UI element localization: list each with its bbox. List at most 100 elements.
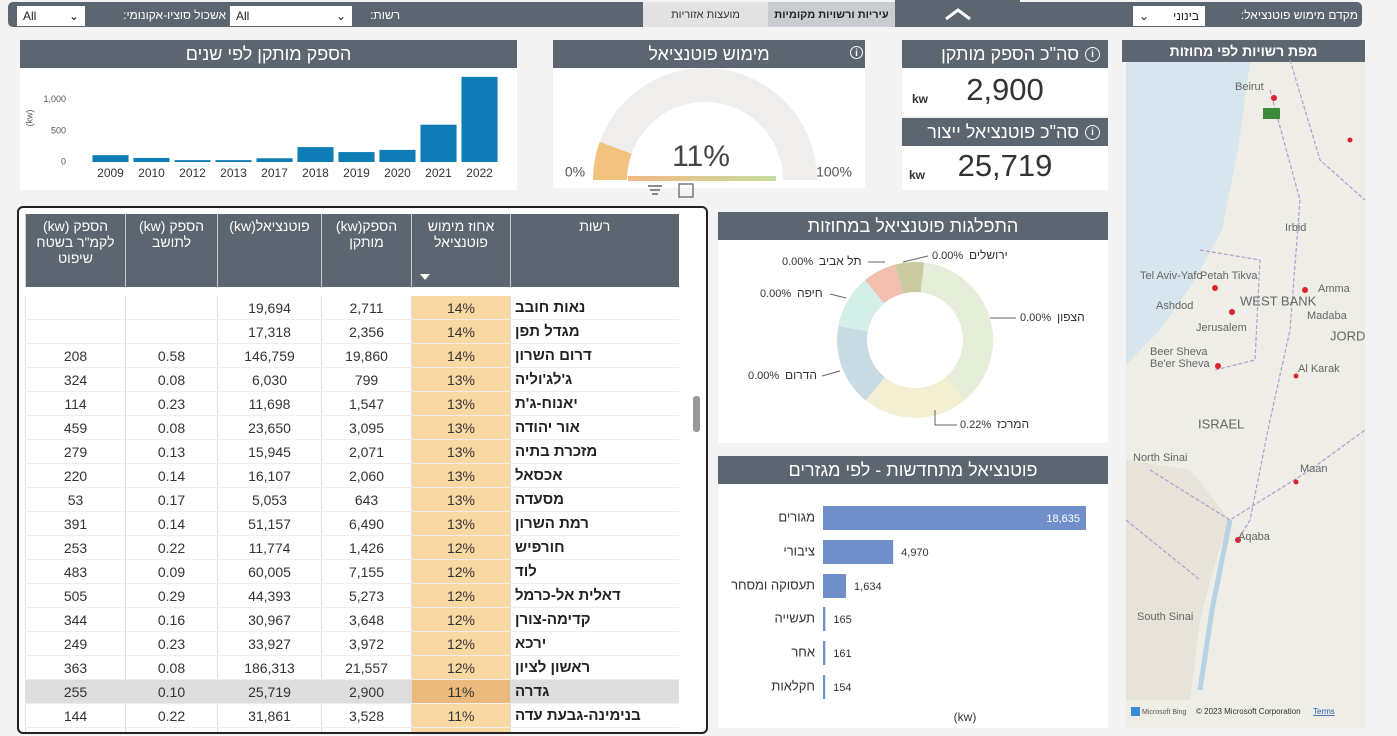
cell: 13% [411, 439, 511, 464]
cell: 505 [25, 583, 126, 608]
card-header: i סה"כ פוטנציאל ייצור [902, 118, 1108, 146]
cell: 255 [25, 679, 126, 704]
card-value: 25,719 [957, 148, 1053, 183]
table-row[interactable]: גדרה 11% 2,900 25,719 0.10 255 [25, 679, 679, 704]
cell: 30,967 [217, 607, 322, 632]
table-row[interactable]: דאלית אל-כרמל 12% 5,273 44,393 0.29 505 [25, 583, 679, 608]
table-row[interactable]: לוד 12% 7,155 60,005 0.09 483 [25, 559, 679, 584]
cell: 19,694 [217, 296, 322, 320]
cell: 17,318 [217, 319, 322, 344]
cell: 144 [25, 703, 126, 728]
cell: 0.23 [125, 391, 218, 416]
map-label: Madaba [1307, 310, 1348, 322]
table-row[interactable]: נאות חובב 14% 2,711 19,694 [25, 296, 679, 320]
data-table: רשות אחוז מימוש פוטנציאל הספק(kw) מותקן פוט… [25, 214, 679, 732]
map-label: Ashdod [1156, 300, 1193, 312]
table-row[interactable]: אור יהודה 13% 3,095 23,650 0.08 459 [25, 415, 679, 440]
row-name: גדרה [510, 679, 679, 704]
info-icon[interactable]: i [1085, 46, 1100, 62]
cell: 391 [25, 511, 126, 536]
cell: 0.07 [125, 727, 218, 732]
table-row[interactable]: אכסאל 13% 2,060 16,107 0.14 220 [25, 463, 679, 488]
table-row[interactable]: מגדל תפן 14% 2,356 17,318 [25, 319, 679, 344]
cell: 2,900 [321, 679, 412, 704]
map-gulf [1197, 519, 1233, 691]
map-land [1126, 62, 1365, 728]
cell: 15,945 [217, 439, 322, 464]
cell [25, 296, 126, 320]
cell: 2,711 [321, 296, 412, 320]
map-label: Amma [1318, 283, 1351, 295]
tab[interactable]: מועצות אזוריות [643, 2, 768, 27]
cell [25, 319, 126, 344]
cell: 6,030 [217, 367, 322, 392]
column-header[interactable]: רשות [510, 214, 679, 287]
cell: 12% [411, 655, 511, 680]
map-brand: Microsoft Bing [1142, 709, 1186, 716]
cell: 799 [321, 367, 412, 392]
socio-dropdown[interactable]: All ⌄ [17, 6, 85, 26]
table-row[interactable]: ג'לג'וליה 13% 799 6,030 0.08 324 [25, 367, 679, 392]
column-header[interactable]: הספק (kw) לקמ"ר בשטח שיפוט [25, 214, 126, 287]
cell: 114 [25, 391, 126, 416]
chevron: ⌄ [1139, 9, 1150, 23]
cell: 51,157 [217, 511, 322, 536]
authority-dropdown[interactable]: All ⌄ [230, 6, 352, 26]
row-name: דרום השרון [510, 343, 679, 368]
row-name: בנימינה-גבעת עדה [510, 703, 679, 728]
table-row[interactable]: קדימה-צורן 12% 3,648 30,967 0.16 344 [25, 607, 679, 632]
map-label: North Sinai [1133, 452, 1187, 464]
info-icon[interactable]: i [1085, 124, 1100, 140]
sort-indicator [420, 274, 430, 285]
cell: 33,927 [217, 631, 322, 656]
table-row[interactable]: רמת השרון 13% 6,490 51,157 0.14 391 [25, 511, 679, 536]
map-label: Irbid [1285, 222, 1306, 234]
cell: 0.14 [125, 511, 218, 536]
rank-dropdown[interactable]: בינוני ⌄ [1133, 6, 1205, 26]
tab[interactable]: עיריות ורשויות מקומיות [768, 2, 895, 27]
cell: 3,648 [321, 607, 412, 632]
cell: 2,060 [321, 463, 412, 488]
row-name: ראשון לציון [510, 655, 679, 680]
cell: 253 [25, 535, 126, 560]
column-header[interactable]: הספק (kw) לתושב [125, 214, 218, 287]
row-name: אור יהודה [510, 415, 679, 440]
column-header[interactable]: אחוז מימוש פוטנציאל [411, 214, 511, 287]
cell: 7,155 [321, 559, 412, 584]
cell: 186,313 [217, 655, 322, 680]
scrollbar[interactable] [693, 396, 700, 432]
cell: 21,557 [321, 655, 412, 680]
cell: 12% [411, 607, 511, 632]
map-label: Petah Tikva [1200, 270, 1258, 282]
cell: 14% [411, 319, 511, 344]
table-row[interactable]: מזכרת בתיה 13% 2,071 15,945 0.13 279 [25, 439, 679, 464]
table-row[interactable]: ראשון לציון 12% 21,557 186,313 0.08 363 [25, 655, 679, 680]
column-header[interactable]: פוטנציאל(kw) [217, 214, 322, 287]
cell: 12% [411, 535, 511, 560]
row-name: חורפיש [510, 535, 679, 560]
map-terms[interactable]: Terms [1313, 707, 1335, 716]
table-row[interactable]: חורפיש 12% 1,426 11,774 0.22 253 [25, 535, 679, 560]
table-row[interactable]: דרום השרון 14% 19,860 146,759 0.58 208 [25, 343, 679, 368]
card [902, 146, 1108, 190]
table-row[interactable]: ירכא 12% 3,972 33,927 0.23 249 [25, 631, 679, 656]
table-row[interactable]: יאנוח-ג'ת 13% 1,547 11,698 0.23 114 [25, 391, 679, 416]
cell: 11,698 [217, 391, 322, 416]
cell: 60,005 [217, 559, 322, 584]
table-row[interactable]: בנימינה-גבעת עדה 11% 3,528 31,861 0.22 144 [25, 703, 679, 728]
info-icon[interactable]: i [850, 46, 863, 59]
table-row[interactable]: רכסים11%9888,9460.07297 [25, 727, 679, 732]
cell: 0.08 [125, 367, 218, 392]
panel [553, 68, 865, 188]
cell: 0.23 [125, 631, 218, 656]
row-name: ירכא [510, 631, 679, 656]
collapse-button[interactable] [895, 0, 1020, 27]
cell: 208 [25, 343, 126, 368]
cell: 13% [411, 391, 511, 416]
table-row[interactable]: מסעדה 13% 643 5,053 0.17 53 [25, 487, 679, 512]
row-name: מסעדה [510, 487, 679, 512]
cell: 0.16 [125, 607, 218, 632]
cell: 0.13 [125, 439, 218, 464]
column-header[interactable]: הספק(kw) מותקן [321, 214, 412, 287]
cell: 0.08 [125, 415, 218, 440]
